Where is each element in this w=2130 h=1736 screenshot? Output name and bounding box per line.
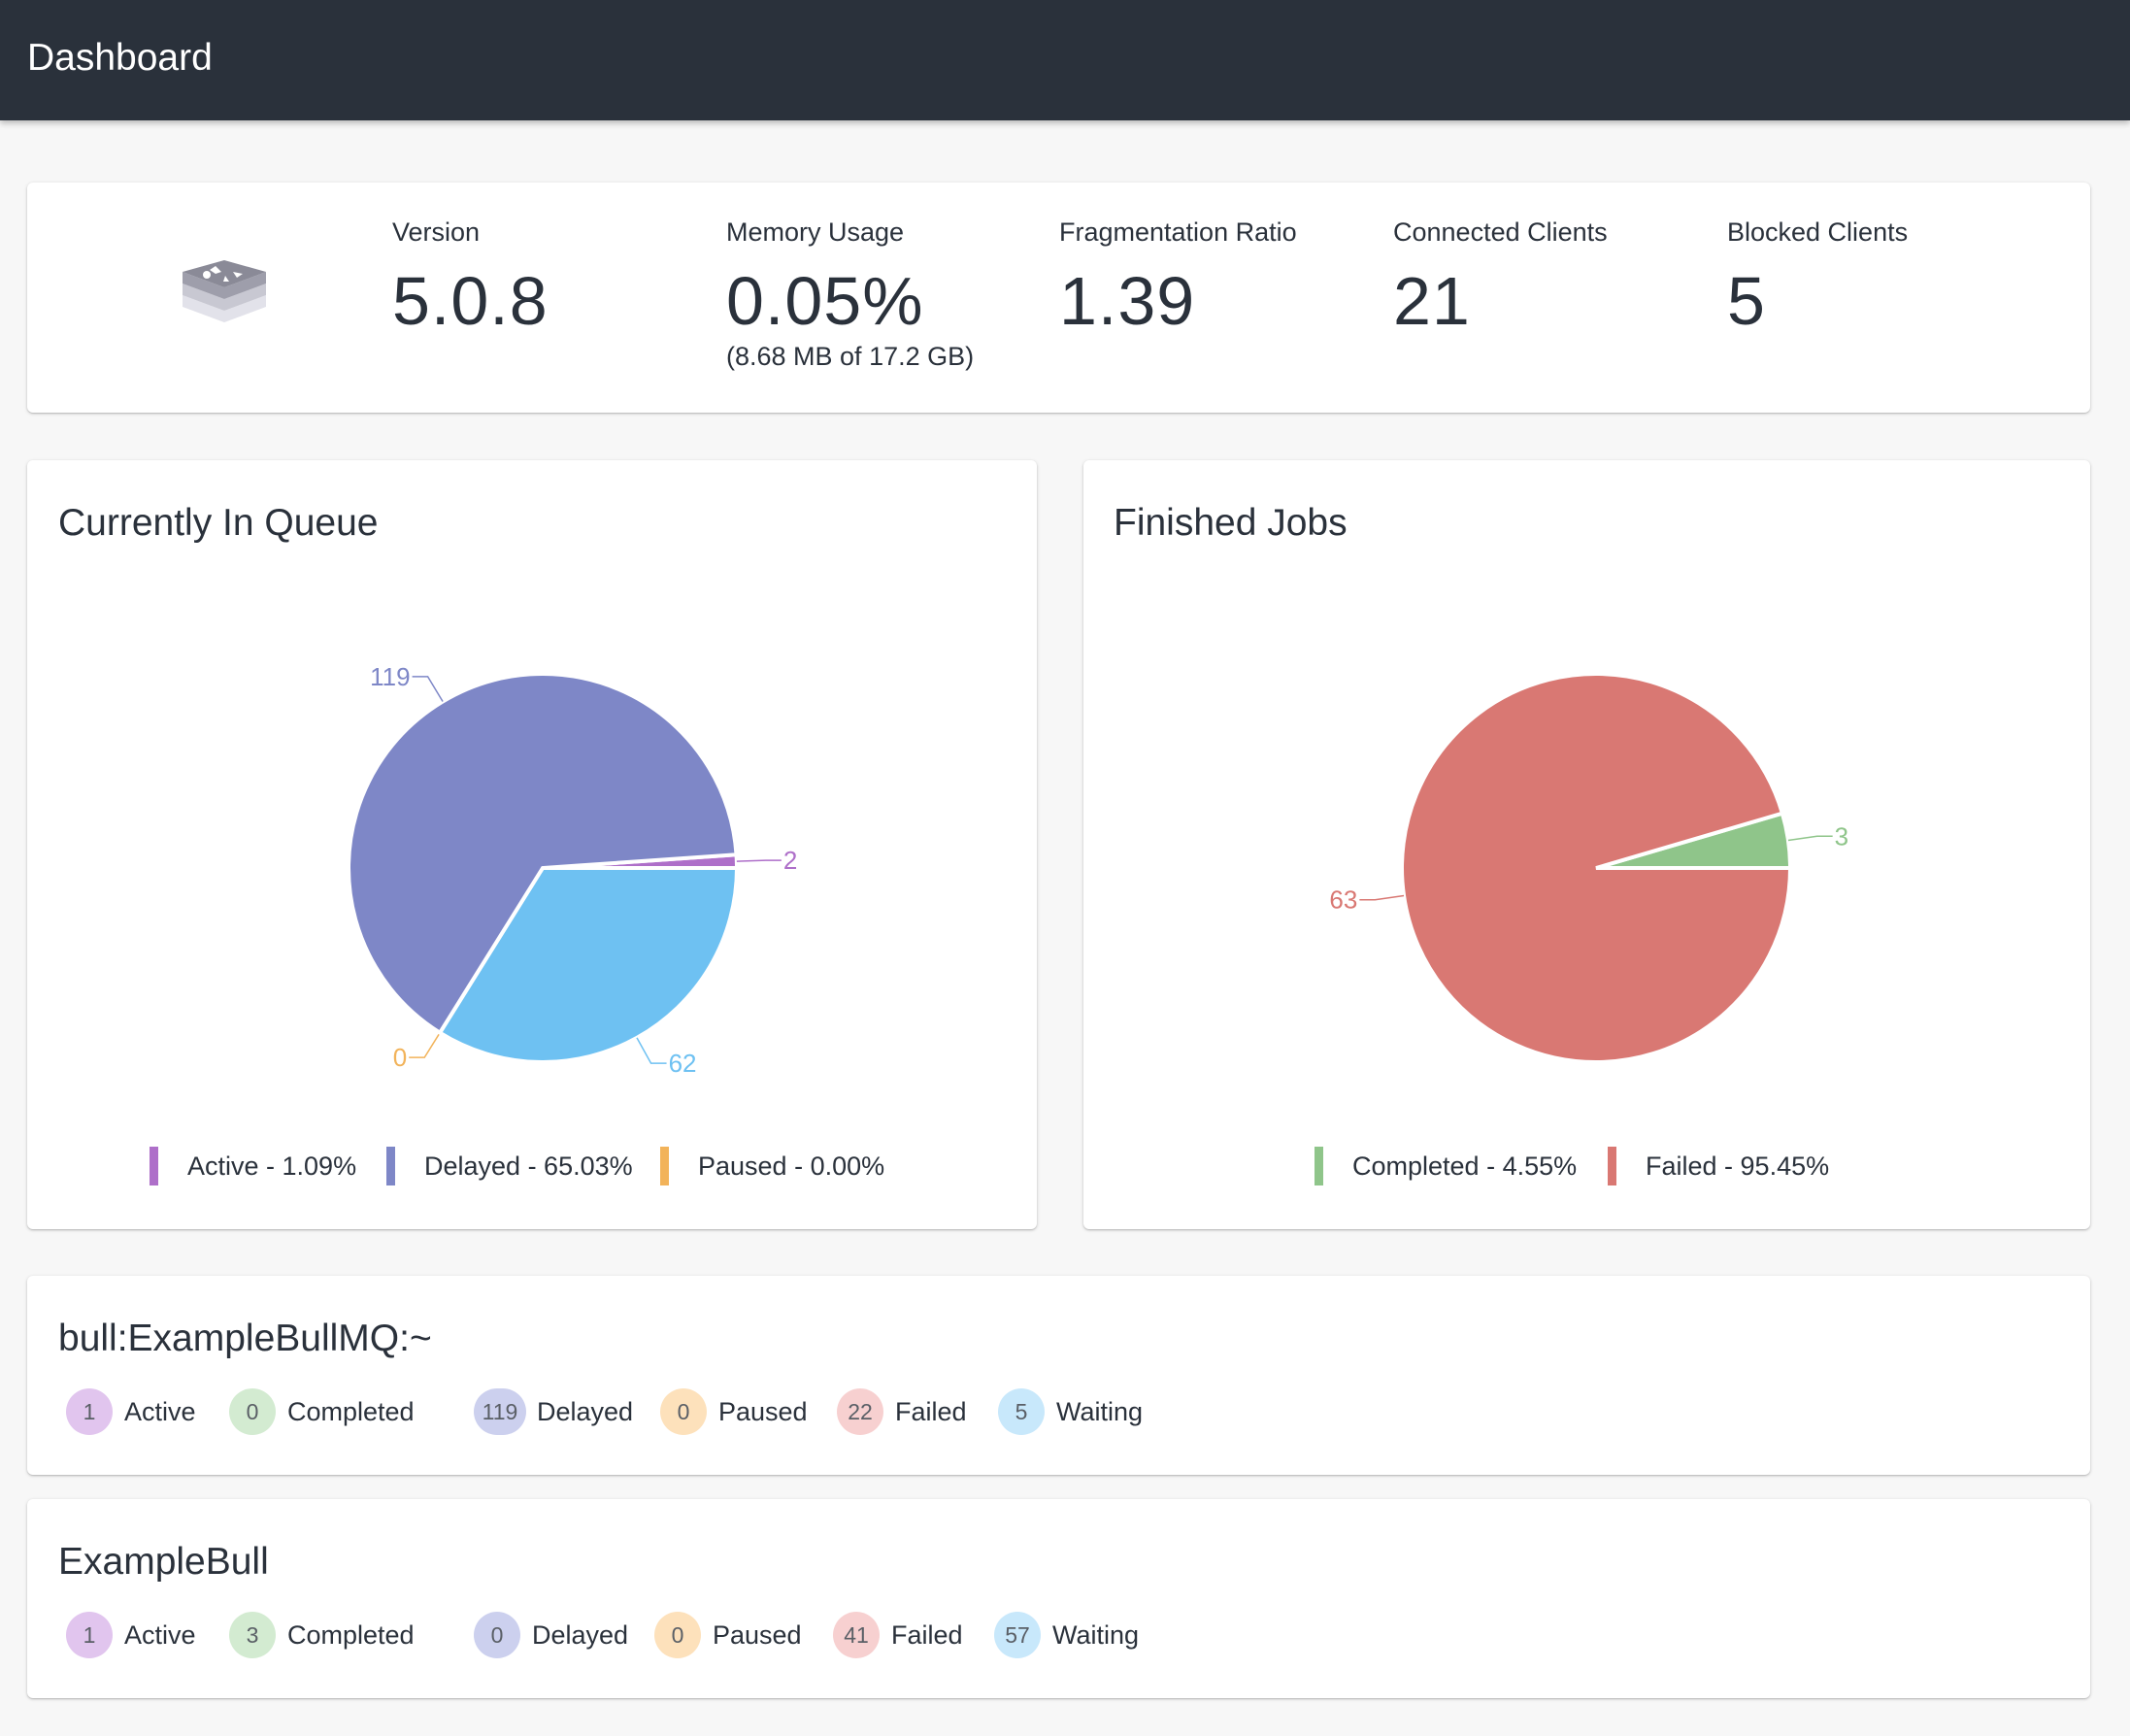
badge-label: Delayed: [537, 1397, 634, 1426]
stat-value: 0.05%: [726, 263, 924, 339]
queue-pie-chart: 2 62 0 119: [347, 662, 797, 1078]
badge-label: Paused: [718, 1397, 808, 1426]
stat-label: Connected Clients: [1393, 217, 1608, 247]
legend-swatch: [1608, 1147, 1616, 1185]
badge-label: Active: [124, 1397, 196, 1426]
legend-swatch: [386, 1147, 395, 1185]
queue-name[interactable]: bull:ExampleBullMQ:~: [58, 1318, 432, 1359]
badge-label: Completed: [287, 1620, 415, 1650]
badge-label: Delayed: [532, 1620, 629, 1650]
badge-count: 3: [229, 1612, 276, 1658]
queue-card[interactable]: bull:ExampleBullMQ:~ 1 Active 0 Complete…: [27, 1276, 2090, 1475]
redis-stats-card: [27, 183, 2090, 413]
legend-label: Completed - 4.55%: [1352, 1152, 1578, 1181]
pie-label-line: [409, 1032, 441, 1058]
pie-data-label: 0: [393, 1043, 407, 1072]
redis-logo-icon: [183, 260, 266, 322]
pie-slice-failed[interactable]: [1400, 672, 1793, 1064]
badge-label: Active: [124, 1620, 196, 1650]
pie-slice-delayed[interactable]: [347, 672, 739, 1036]
badge-label: Paused: [713, 1620, 802, 1650]
pie-data-label: 62: [669, 1049, 697, 1078]
badge-label: Failed: [891, 1620, 963, 1650]
stat-value: 5.0.8: [392, 263, 549, 339]
app-bar: Dashboard: [0, 0, 2130, 120]
pie-data-label: 2: [783, 846, 797, 875]
queue-chart-card: Currently In Queue 2 62 0 119 Active - 1.09…: [27, 460, 1037, 1229]
pie-data-label: 3: [1835, 821, 1848, 851]
badge-count: 0: [660, 1388, 707, 1435]
chart-title: Finished Jobs: [1114, 502, 1348, 544]
badge-count: 1: [66, 1612, 113, 1658]
badge-count: 22: [837, 1388, 883, 1435]
badge-count: 5: [998, 1388, 1045, 1435]
stat-connected-clients: Connected Clients 21: [1393, 216, 1608, 340]
badge-label: Waiting: [1056, 1397, 1144, 1426]
stat-label: Blocked Clients: [1727, 217, 1909, 247]
badge-label: Waiting: [1052, 1620, 1140, 1650]
finished-pie-chart: 3 63: [1329, 672, 1848, 1064]
stat-label: Memory Usage: [726, 217, 905, 247]
badge-count: 41: [833, 1612, 880, 1658]
badge-count: 0: [474, 1612, 520, 1658]
pie-data-label: 119: [370, 662, 410, 691]
stat-label: Fragmentation Ratio: [1059, 217, 1297, 247]
legend-swatch: [1315, 1147, 1323, 1185]
badge-count: 0: [229, 1388, 276, 1435]
badge-count: 0: [654, 1612, 701, 1658]
legend-swatch: [150, 1147, 158, 1185]
legend-label: Failed - 95.45%: [1646, 1152, 1830, 1181]
legend-label: Paused - 0.00%: [698, 1152, 885, 1181]
pie-label-line: [636, 1037, 667, 1064]
queue-name[interactable]: ExampleBull: [58, 1541, 269, 1583]
legend-label: Active - 1.09%: [187, 1152, 357, 1181]
pie-data-label: 63: [1329, 885, 1357, 915]
stat-value: 21: [1393, 263, 1471, 339]
pie-label-line: [1359, 894, 1405, 901]
badge-count: 1: [66, 1388, 113, 1435]
stat-blocked-clients: Blocked Clients 5: [1727, 216, 1908, 340]
badge-label: Completed: [287, 1397, 415, 1426]
pie-label-line: [1787, 835, 1833, 842]
stat-fragmentation-ratio: Fragmentation Ratio 1.39: [1059, 216, 1297, 340]
queue-card[interactable]: ExampleBull 1 Active 3 Completed 0 Delay…: [27, 1499, 2090, 1698]
stat-memory-usage: Memory Usage 0.05% (8.68 MB of 17.2 GB): [726, 216, 974, 373]
finished-chart-card: Finished Jobs 3 63 Completed - 4.55% Fail…: [1083, 460, 2090, 1229]
stat-label: Version: [392, 217, 481, 247]
stat-version: Version 5.0.8: [392, 216, 549, 340]
badge-label: Failed: [895, 1397, 967, 1426]
chart-title: Currently In Queue: [58, 502, 379, 544]
stat-value: 1.39: [1059, 263, 1196, 339]
stat-value: 5: [1727, 263, 1766, 339]
page-title: Dashboard: [27, 37, 213, 79]
badge-count: 119: [474, 1388, 526, 1435]
stat-subtext: (8.68 MB of 17.2 GB): [726, 342, 975, 371]
badge-count: 57: [994, 1612, 1041, 1658]
legend-swatch: [660, 1147, 669, 1185]
pie-label-line: [412, 676, 444, 702]
pie-label-line: [736, 859, 782, 862]
legend-label: Delayed - 65.03%: [424, 1152, 633, 1181]
